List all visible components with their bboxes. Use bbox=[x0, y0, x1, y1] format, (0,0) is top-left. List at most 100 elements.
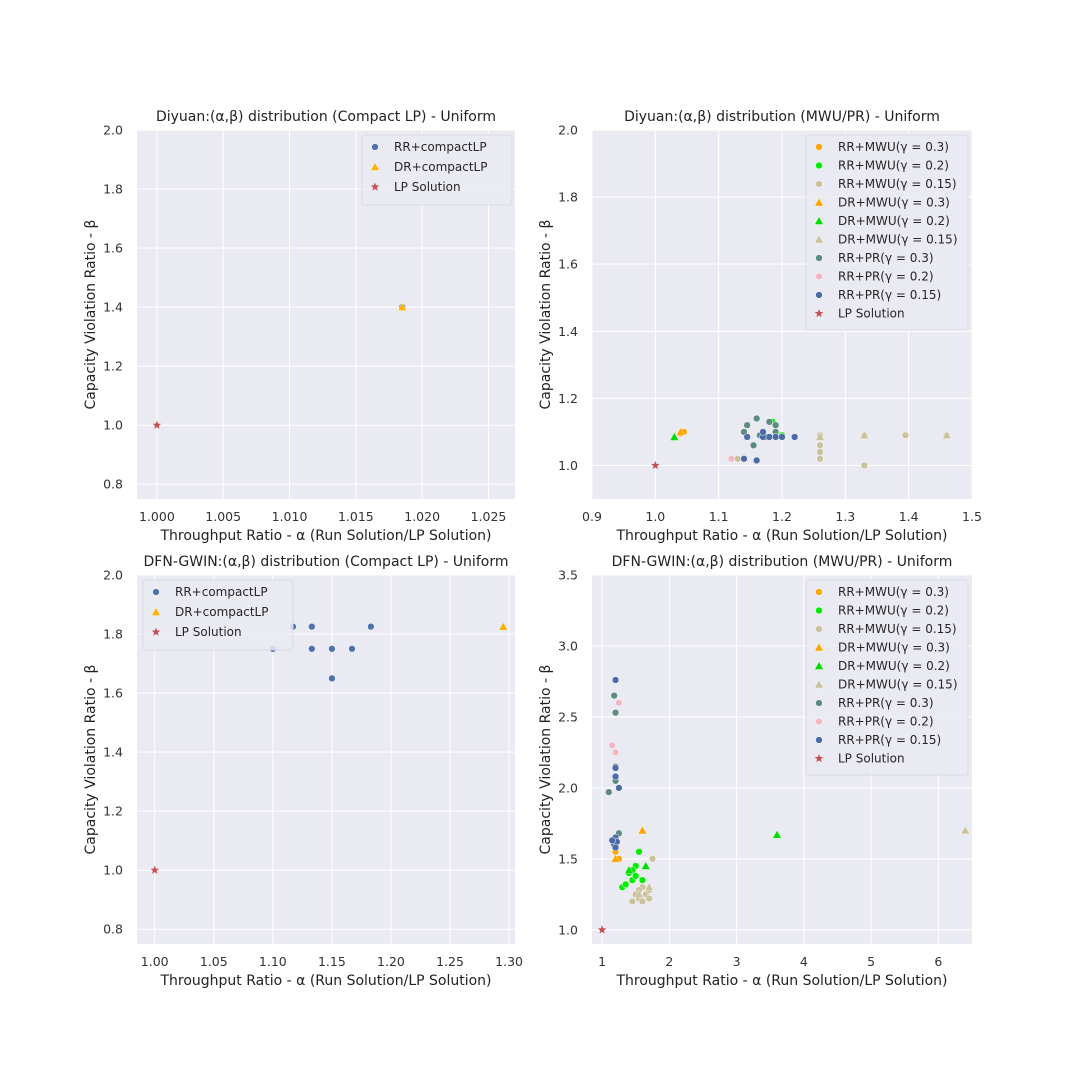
legend-label: LP Solution bbox=[838, 752, 905, 766]
x-tick-label: 1.2 bbox=[772, 509, 792, 524]
data-point-circle bbox=[772, 421, 780, 429]
data-point-circle bbox=[765, 433, 773, 441]
y-tick-label: 1.2 bbox=[103, 804, 123, 819]
y-tick-label: 1.2 bbox=[558, 391, 578, 406]
data-point-circle bbox=[816, 455, 824, 463]
data-point-circle bbox=[308, 645, 316, 653]
legend-marker bbox=[815, 161, 823, 170]
data-point-triangle bbox=[624, 865, 634, 874]
x-tick-label: 1.10 bbox=[259, 954, 287, 969]
data-point-circle bbox=[778, 433, 786, 441]
data-points bbox=[151, 302, 408, 430]
data-point-circle bbox=[860, 461, 868, 470]
data-point-triangle bbox=[941, 430, 952, 439]
data-point-circle bbox=[772, 433, 780, 441]
y-tick-label: 1.4 bbox=[103, 745, 123, 760]
data-point-star bbox=[596, 924, 608, 935]
legend-marker bbox=[815, 588, 823, 596]
y-tick-label: 1.5 bbox=[558, 851, 578, 866]
data-point-circle bbox=[610, 691, 618, 700]
data-point-triangle bbox=[634, 889, 644, 899]
x-tick-label: 1.000 bbox=[139, 509, 175, 524]
x-tick-label: 1.5 bbox=[962, 509, 982, 524]
data-point-circle bbox=[328, 645, 336, 653]
data-point-circle bbox=[328, 674, 336, 682]
legend-label: RR+compactLP bbox=[394, 140, 487, 154]
legend-label: RR+MWU(γ = 0.15) bbox=[838, 622, 957, 636]
chart-title: Diyuan:(α,β) distribution (Compact LP) -… bbox=[156, 109, 496, 125]
data-point-triangle bbox=[960, 825, 971, 835]
data-point-circle bbox=[367, 623, 375, 631]
legend-label: RR+PR(γ = 0.2) bbox=[838, 715, 934, 729]
data-point-circle bbox=[621, 880, 630, 889]
legend: RR+compactLP DR+compactLP LP Solution bbox=[142, 579, 294, 651]
data-point-triangle bbox=[610, 854, 621, 863]
y-tick-label: 0.8 bbox=[103, 477, 123, 492]
data-point-circle bbox=[645, 894, 653, 903]
data-point-circle bbox=[648, 855, 657, 863]
data-point-triangle bbox=[859, 430, 870, 439]
y-tick-label: 1.6 bbox=[103, 686, 123, 701]
y-tick-label: 1.2 bbox=[103, 359, 123, 374]
x-tick-label: 1.15 bbox=[318, 954, 346, 969]
y-tick-label: 1.8 bbox=[103, 182, 123, 197]
data-point-circle bbox=[749, 441, 758, 449]
y-axis-label: Capacity Violation Ratio - β bbox=[538, 665, 554, 855]
x-tick-label: 3 bbox=[733, 954, 741, 969]
legend-marker bbox=[814, 234, 824, 244]
data-points bbox=[650, 414, 952, 470]
legend-marker bbox=[152, 588, 160, 596]
legend-label: RR+MWU(γ = 0.2) bbox=[838, 159, 949, 173]
legend-marker bbox=[815, 625, 823, 633]
legend-label: RR+PR(γ = 0.15) bbox=[838, 288, 941, 302]
y-axis-label: Capacity Violation Ratio - β bbox=[83, 665, 99, 855]
legend-label: LP Solution bbox=[838, 307, 905, 321]
legend-marker bbox=[815, 291, 823, 299]
data-point-triangle bbox=[772, 829, 782, 839]
y-tick-label: 0.8 bbox=[103, 922, 123, 937]
data-point-circle bbox=[608, 741, 616, 749]
data-point-circle bbox=[753, 414, 761, 423]
y-tick-label: 1.0 bbox=[103, 863, 123, 878]
x-tick-label: 1.005 bbox=[205, 509, 241, 524]
y-tick-label: 2.0 bbox=[103, 568, 123, 583]
data-point-circle bbox=[632, 872, 640, 880]
legend-marker bbox=[371, 143, 379, 151]
x-tick-label: 1.30 bbox=[495, 954, 523, 969]
data-point-circle bbox=[743, 433, 751, 441]
x-tick-label: 1.015 bbox=[338, 509, 374, 524]
legend-label: RR+PR(γ = 0.3) bbox=[838, 251, 934, 265]
legend-label: DR+MWU(γ = 0.2) bbox=[838, 659, 950, 673]
data-point-triangle bbox=[498, 621, 508, 631]
data-point-triangle bbox=[644, 882, 654, 891]
y-tick-label: 1.6 bbox=[558, 257, 578, 272]
x-tick-label: 1.25 bbox=[436, 954, 464, 969]
legend-marker bbox=[814, 679, 824, 689]
x-tick-label: 1.020 bbox=[404, 509, 440, 524]
data-point-star bbox=[149, 864, 160, 875]
legend-marker bbox=[815, 272, 823, 281]
data-point-circle bbox=[615, 784, 623, 792]
chart-title: DFN-GWIN:(α,β) distribution (MWU/PR) - U… bbox=[612, 554, 953, 570]
data-point-circle bbox=[628, 897, 637, 906]
y-tick-label: 1.4 bbox=[103, 300, 123, 315]
x-tick-label: 5 bbox=[867, 954, 875, 969]
y-tick-label: 1.8 bbox=[558, 190, 578, 205]
data-point-circle bbox=[816, 441, 824, 449]
data-point-triangle bbox=[397, 302, 408, 311]
x-tick-label: 1.20 bbox=[377, 954, 405, 969]
legend-label: RR+PR(γ = 0.15) bbox=[838, 733, 941, 747]
data-point-circle bbox=[615, 699, 623, 707]
data-point-circle bbox=[765, 418, 773, 426]
y-tick-label: 1.0 bbox=[558, 922, 578, 937]
data-point-triangle bbox=[669, 432, 680, 441]
y-axis-label: Capacity Violation Ratio - β bbox=[538, 220, 554, 410]
data-point-circle bbox=[734, 455, 742, 463]
legend-label: DR+MWU(γ = 0.2) bbox=[838, 214, 950, 228]
data-point-circle bbox=[611, 748, 620, 757]
legend-label: RR+compactLP bbox=[175, 585, 268, 599]
x-tick-label: 1.05 bbox=[200, 954, 228, 969]
panel-4: 1 2 3 4 5 6 1.0 1.5 2.0 2.5 3.0 3.5 DFN-GWIN:(α,β) d… bbox=[538, 554, 972, 989]
legend-label: DR+MWU(γ = 0.15) bbox=[838, 678, 958, 692]
